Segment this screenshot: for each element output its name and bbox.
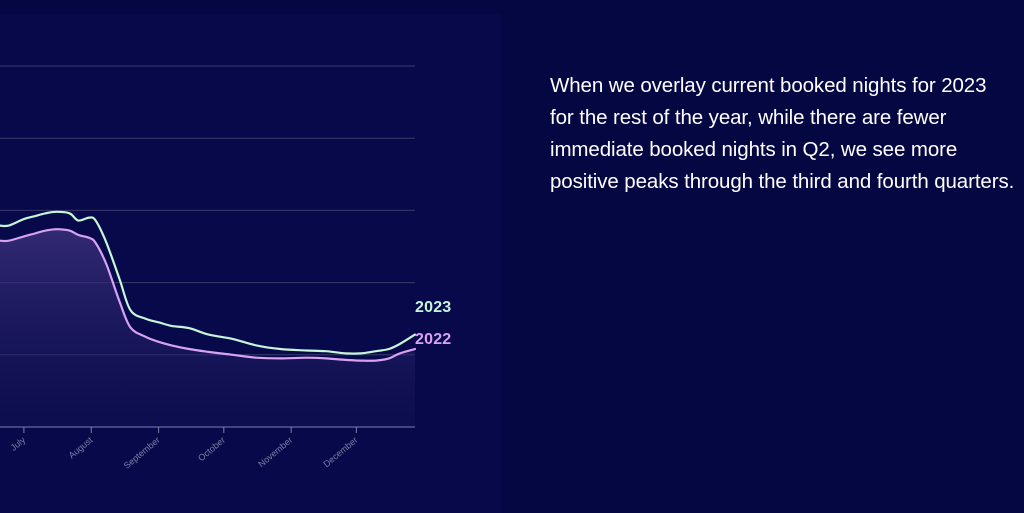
series-line-2022	[0, 228, 417, 362]
x-tick-label-november: November	[256, 435, 294, 469]
x-tick-label-july: July	[8, 435, 27, 453]
booked-nights-chart: July August September October November Decemb…	[0, 65, 417, 471]
series-line-2023	[0, 210, 417, 355]
x-tick-label-october: October	[196, 435, 227, 463]
x-tick-label-september: September	[122, 435, 162, 471]
caption-text: When we overlay current booked nights fo…	[550, 74, 1015, 193]
x-tick-label-december: December	[321, 435, 359, 469]
x-tick-label-august: August	[67, 435, 95, 461]
series-label-2022: 2022	[415, 331, 452, 348]
series-label-2023: 2023	[415, 299, 452, 316]
area-fill-2022	[0, 229, 415, 427]
